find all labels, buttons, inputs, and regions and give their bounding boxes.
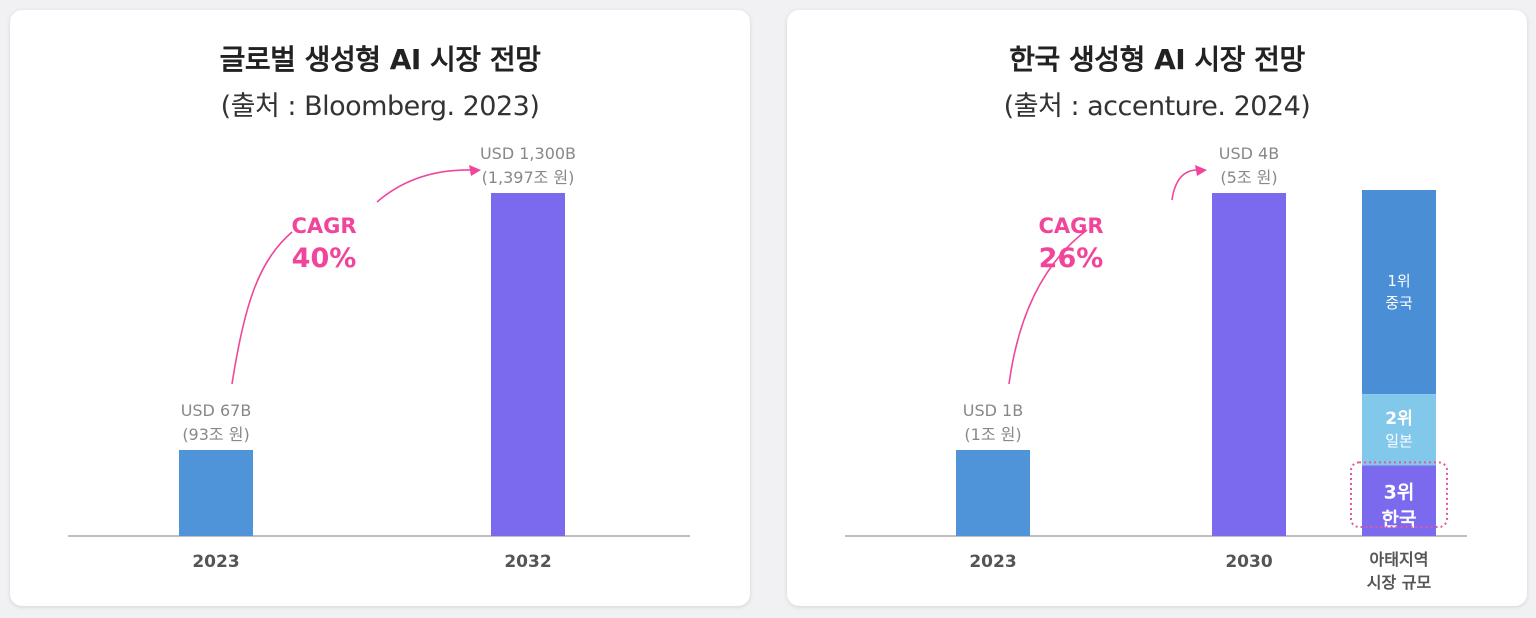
cagr-label: CAGR [291, 214, 356, 238]
cagr-arrowhead [469, 165, 481, 176]
cagr-value: 26% [1039, 243, 1104, 274]
bar-2023 [179, 450, 253, 536]
stack-rank-label: 2위 [1385, 409, 1412, 429]
bar-2032 [491, 193, 565, 536]
chart-korea-plot: 2023 USD 1B (1조 원) 2030 USD 4B (5조 원) CAGR 26% 1… [845, 144, 1467, 592]
cagr-arrow-curve-lower [231, 231, 293, 385]
cagr-value: 40% [292, 243, 357, 274]
bar-2023 [956, 450, 1030, 536]
stack-segment-2 [1362, 394, 1436, 466]
chart-global-plot: 2023 USD 67B (93조 원) 2032 USD 1,300B (1,397조 … [68, 144, 690, 572]
data-label-krw: (1조 원) [964, 425, 1021, 444]
stack-country-label: 한국 [1382, 509, 1417, 531]
x-tick-label: 2023 [969, 552, 1016, 572]
x-tick-label: 2023 [192, 552, 239, 572]
highlight-korea-box [1350, 461, 1448, 528]
stack-rank-label: 3위 [1384, 482, 1415, 504]
data-label-krw: (93조 원) [182, 425, 249, 444]
data-label-usd: USD 1B [963, 401, 1023, 420]
stack-country-label: 중국 [1385, 294, 1413, 312]
data-label-usd: USD 4B [1219, 144, 1279, 163]
cagr-arrow-curve-upper [1171, 169, 1202, 201]
x-tick-label-stack: 시장 규모 [1367, 573, 1432, 592]
x-tick-label-stack: 아태지역 [1370, 550, 1429, 569]
chart-title: 글로벌 생성형 AI 시장 전망 [219, 43, 541, 76]
cagr-label: CAGR [1038, 214, 1103, 238]
chart-card-korea: 한국 생성형 AI 시장 전망 (출처 : accenture. 2024) 2… [787, 10, 1527, 606]
data-label-usd: USD 1,300B [480, 144, 576, 163]
cagr-arrowhead [1195, 165, 1207, 176]
stack-segment-1 [1362, 190, 1436, 395]
data-label-krw: (5조 원) [1220, 168, 1277, 187]
x-tick-label: 2030 [1225, 552, 1272, 572]
cagr-arrow-curve-lower [1008, 229, 1088, 385]
data-label-krw: (1,397조 원) [482, 168, 575, 187]
data-label-usd: USD 67B [181, 401, 252, 420]
stack-rank-label: 1위 [1387, 272, 1410, 290]
chart-card-global: 글로벌 생성형 AI 시장 전망 (출처 : Bloomberg. 2023) … [10, 10, 750, 606]
chart-title: 한국 생성형 AI 시장 전망 [1009, 43, 1305, 76]
stack-country-label: 일본 [1385, 432, 1413, 450]
chart-subtitle: (출처 : accenture. 2024) [1003, 91, 1311, 122]
chart-subtitle: (출처 : Bloomberg. 2023) [220, 91, 540, 122]
cagr-arrow-curve-upper [376, 169, 476, 203]
stack-segment-3 [1362, 465, 1436, 536]
x-tick-label: 2032 [504, 552, 551, 572]
bar-2030 [1212, 193, 1286, 536]
